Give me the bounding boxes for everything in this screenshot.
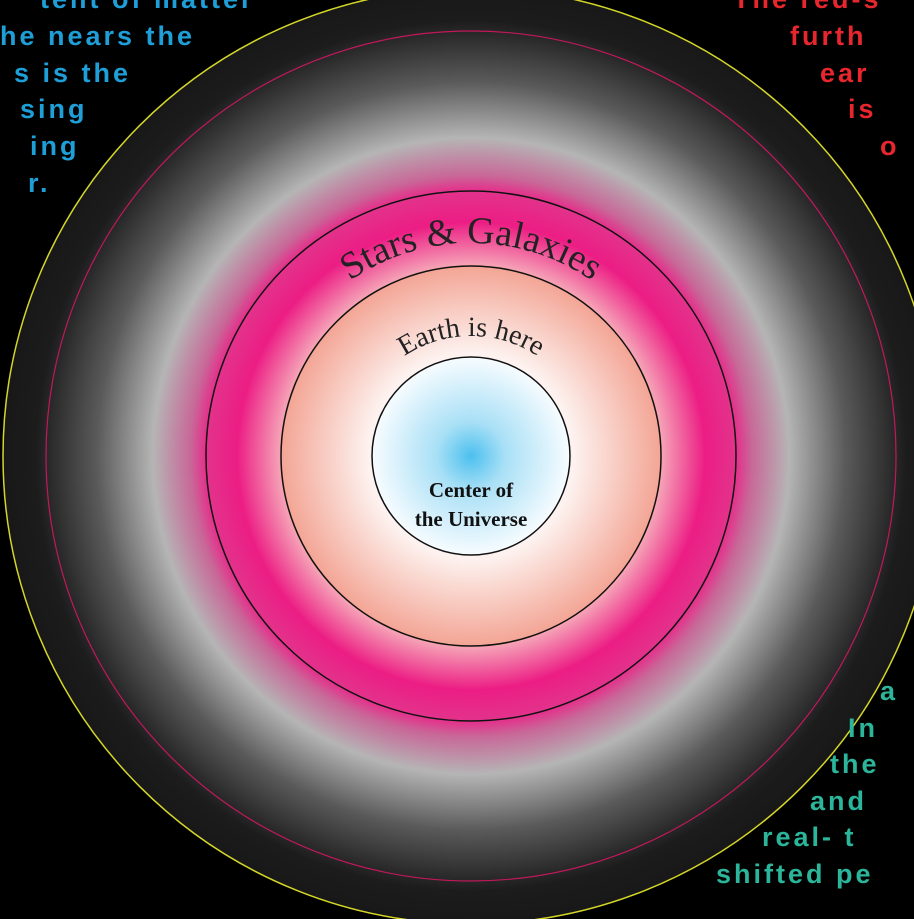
text-line: sing <box>20 94 88 124</box>
page: Stars & Galaxies Earth is here Center of… <box>0 0 914 919</box>
text-line: ear <box>820 58 870 88</box>
text-line: r. <box>28 168 51 198</box>
text-line: ing <box>30 131 80 161</box>
text-line: he nears the <box>0 21 195 51</box>
center-label: Center of <box>429 478 514 502</box>
text-line: In <box>848 713 878 743</box>
text-line: o <box>880 131 900 161</box>
text-line: tent of matter <box>40 0 255 14</box>
center-label: the Universe <box>415 507 528 531</box>
text-line: furth <box>790 21 866 51</box>
text-line: the <box>830 749 880 779</box>
text-line: a <box>880 676 898 706</box>
text-line: is <box>848 94 877 124</box>
text-line: real- t <box>762 822 857 852</box>
diagram: Stars & Galaxies Earth is here Center of… <box>0 0 914 919</box>
text-line: shifted pe <box>716 859 874 889</box>
text-line: and <box>810 786 867 816</box>
text-line: s is the <box>14 58 131 88</box>
text-line: The red-s <box>733 0 882 14</box>
